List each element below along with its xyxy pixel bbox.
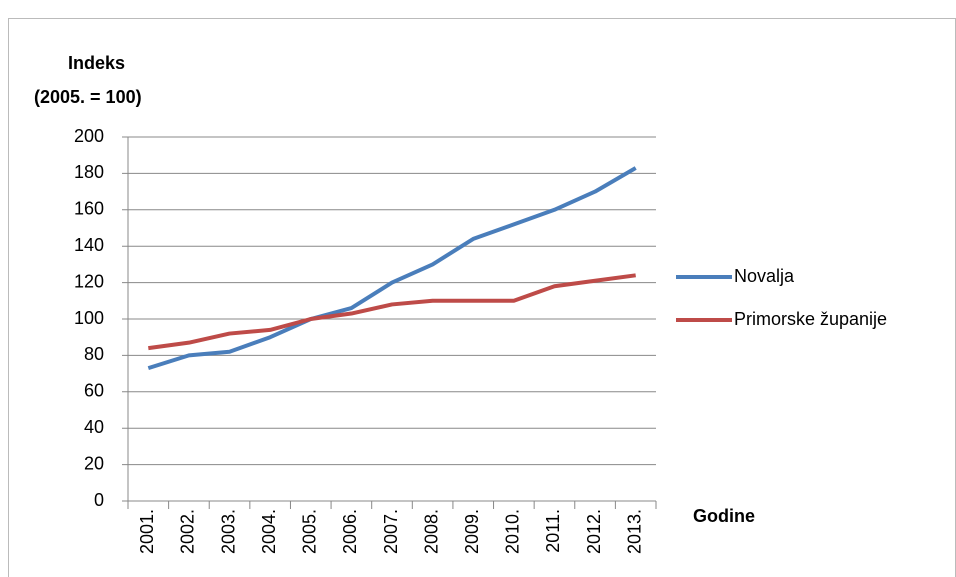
x-tick-label: 2001.	[137, 509, 157, 554]
y-tick-label: 40	[84, 417, 104, 437]
y-tick-label: 0	[94, 490, 104, 510]
y-tick-label: 60	[84, 381, 104, 401]
y-tick-label: 100	[74, 308, 104, 328]
chart-frame	[8, 18, 956, 577]
x-tick-label: 2002.	[178, 509, 198, 554]
y-axis-label: (2005. = 100)	[34, 87, 142, 107]
x-tick-label: 2006.	[340, 509, 360, 554]
y-tick-label: 20	[84, 453, 104, 473]
y-tick-label: 200	[74, 126, 104, 146]
y-tick-label: 180	[74, 162, 104, 182]
x-tick-label: 2009.	[462, 509, 482, 554]
x-tick-label: 2005.	[300, 509, 320, 554]
y-tick-label: 80	[84, 344, 104, 364]
legend-label: Primorske županije	[734, 309, 887, 329]
x-tick-label: 2008.	[421, 509, 441, 554]
x-tick-label: 2013.	[624, 509, 644, 554]
y-axis-label: Indeks	[68, 53, 125, 73]
x-tick-label: 2011.	[543, 509, 563, 553]
legend-label: Novalja	[734, 266, 795, 286]
x-tick-label: 2012.	[584, 509, 604, 554]
x-tick-label: 2007.	[381, 509, 401, 554]
y-tick-label: 120	[74, 271, 104, 291]
x-tick-label: 2010.	[503, 509, 523, 554]
x-tick-label: 2003.	[218, 509, 238, 554]
y-tick-label: 140	[74, 235, 104, 255]
series-line	[148, 273, 636, 351]
y-tick-label: 160	[74, 199, 104, 219]
x-axis-label: Godine	[693, 506, 755, 526]
series-line	[147, 166, 637, 371]
x-tick-label: 2004.	[259, 509, 279, 554]
